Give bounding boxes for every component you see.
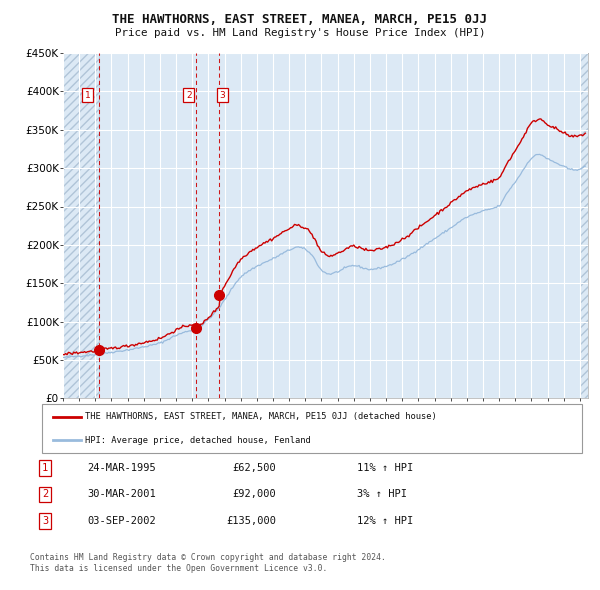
Text: 2: 2 — [42, 490, 48, 499]
Text: £62,500: £62,500 — [232, 463, 276, 473]
Text: 11% ↑ HPI: 11% ↑ HPI — [357, 463, 413, 473]
Text: £135,000: £135,000 — [226, 516, 276, 526]
Text: 1: 1 — [42, 463, 48, 473]
Text: 2: 2 — [186, 91, 191, 100]
Text: Price paid vs. HM Land Registry's House Price Index (HPI): Price paid vs. HM Land Registry's House … — [115, 28, 485, 38]
Text: 30-MAR-2001: 30-MAR-2001 — [87, 490, 156, 499]
Text: THE HAWTHORNS, EAST STREET, MANEA, MARCH, PE15 0JJ (detached house): THE HAWTHORNS, EAST STREET, MANEA, MARCH… — [85, 412, 437, 421]
Text: THE HAWTHORNS, EAST STREET, MANEA, MARCH, PE15 0JJ: THE HAWTHORNS, EAST STREET, MANEA, MARCH… — [113, 13, 487, 26]
Text: HPI: Average price, detached house, Fenland: HPI: Average price, detached house, Fenl… — [85, 436, 311, 445]
Text: 24-MAR-1995: 24-MAR-1995 — [87, 463, 156, 473]
Text: 12% ↑ HPI: 12% ↑ HPI — [357, 516, 413, 526]
Text: This data is licensed under the Open Government Licence v3.0.: This data is licensed under the Open Gov… — [30, 565, 328, 573]
Text: 3% ↑ HPI: 3% ↑ HPI — [357, 490, 407, 499]
Text: Contains HM Land Registry data © Crown copyright and database right 2024.: Contains HM Land Registry data © Crown c… — [30, 553, 386, 562]
Text: 3: 3 — [220, 91, 226, 100]
Text: 3: 3 — [42, 516, 48, 526]
Text: 1: 1 — [85, 91, 91, 100]
Text: £92,000: £92,000 — [232, 490, 276, 499]
Text: 03-SEP-2002: 03-SEP-2002 — [87, 516, 156, 526]
